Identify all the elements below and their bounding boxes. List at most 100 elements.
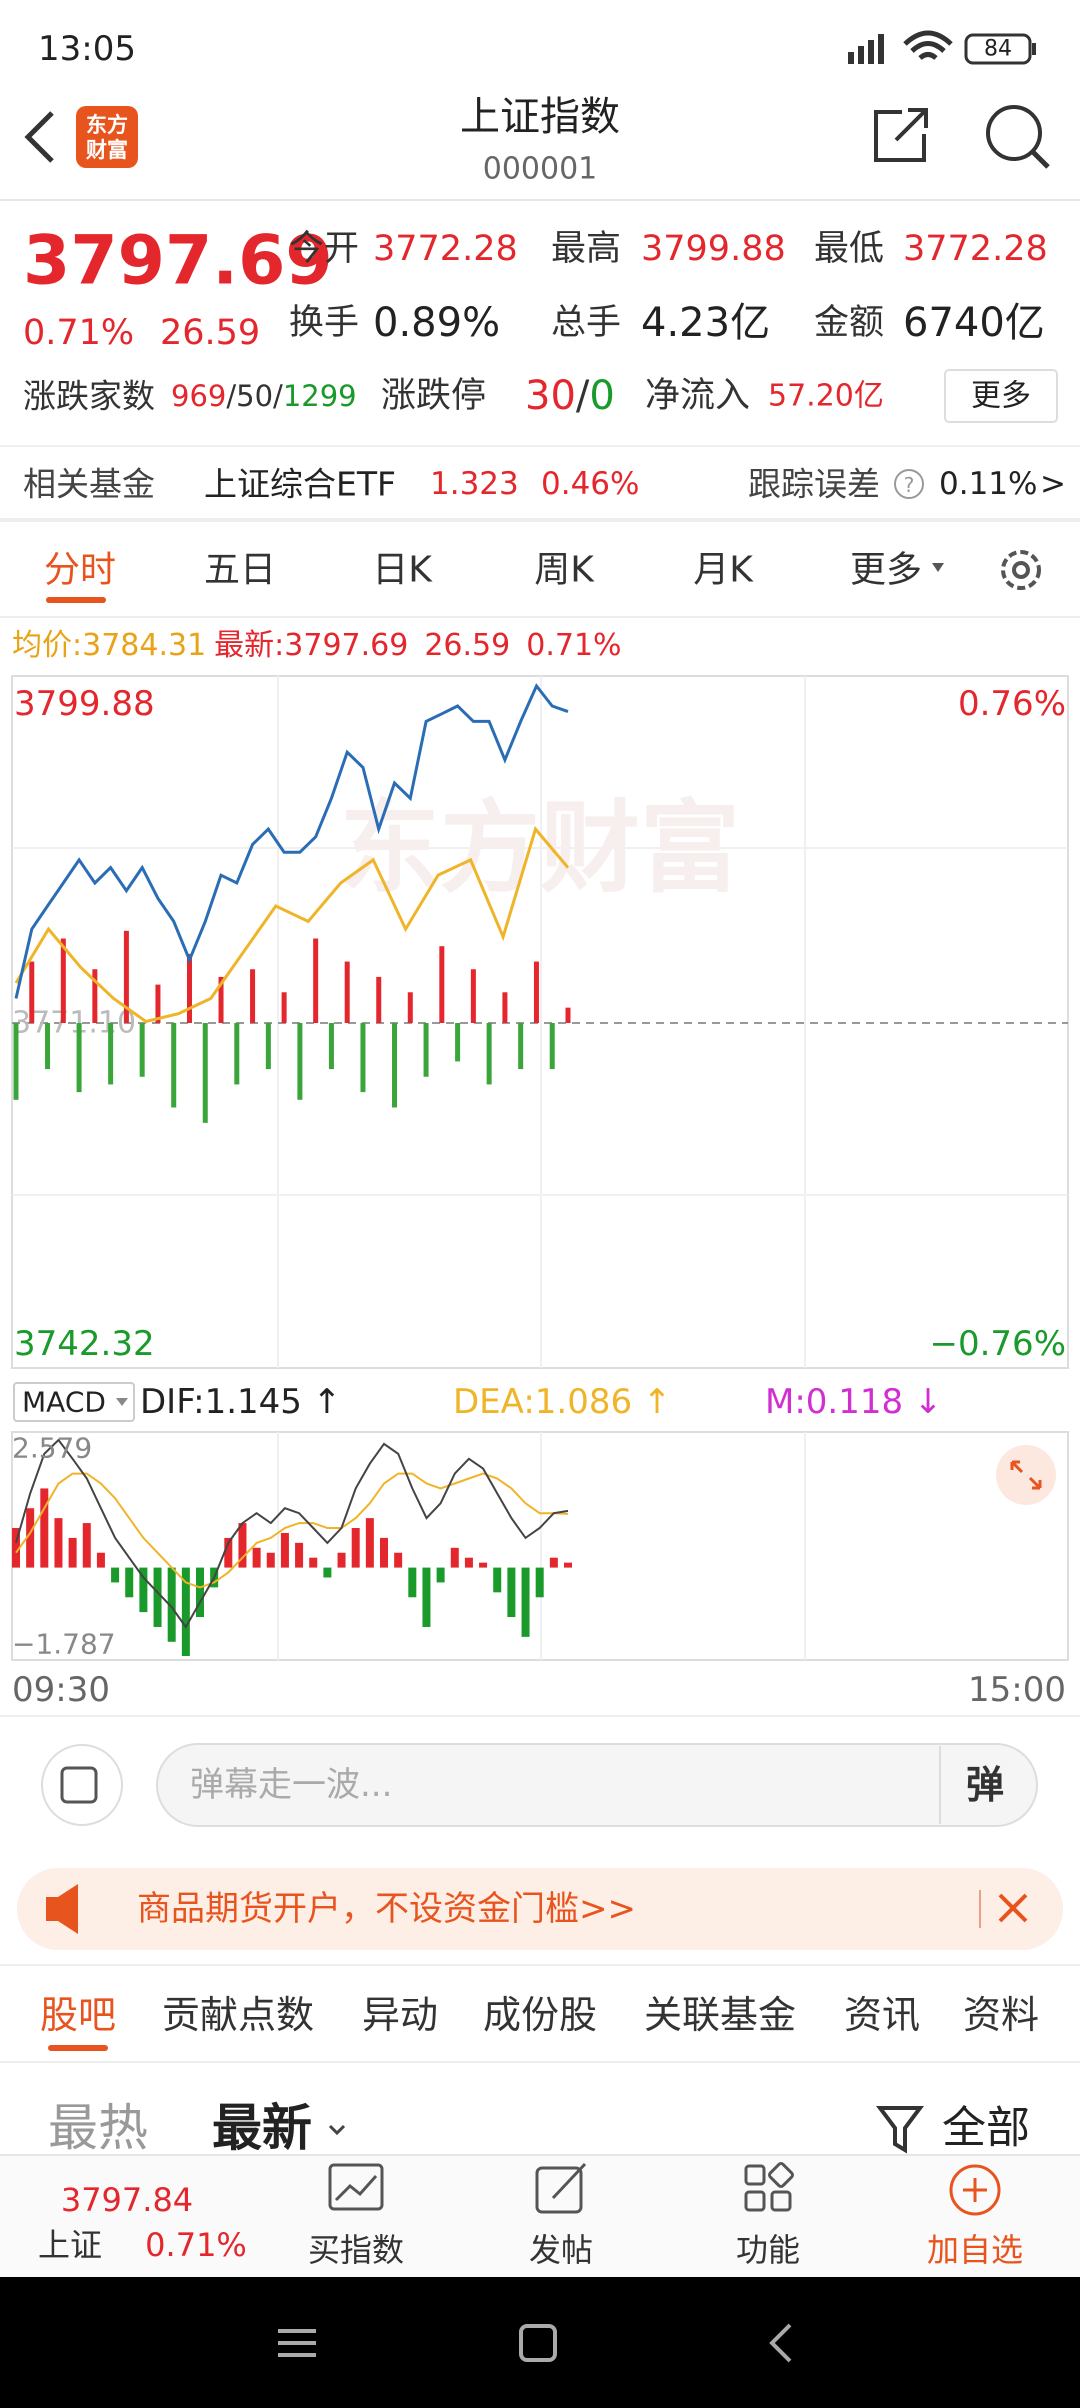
field-label: 换手 — [289, 303, 359, 343]
down-count: 1299 — [283, 379, 357, 413]
search-button[interactable] — [986, 105, 1050, 169]
macd-bar — [40, 1488, 49, 1568]
action-label[interactable]: 功能 — [736, 2231, 800, 2269]
watermark: 东方财富 — [340, 790, 740, 907]
chart-tab[interactable]: 更多 — [850, 550, 922, 591]
action-label[interactable]: 加自选 — [927, 2231, 1023, 2269]
limit-up: 30 — [525, 373, 576, 419]
chart-tab[interactable]: 五日 — [204, 550, 276, 591]
expand-button[interactable] — [996, 1445, 1056, 1505]
post-icon[interactable] — [535, 2166, 583, 2214]
dropdown-arrow[interactable] — [932, 563, 944, 572]
change: 26.59 — [160, 313, 260, 353]
buy-index-icon[interactable] — [328, 2163, 384, 2211]
arrow[interactable]: > — [1040, 466, 1066, 502]
field-value: 0.89% — [373, 300, 500, 346]
functions-icon[interactable] — [744, 2190, 766, 2212]
macd-bar — [181, 1567, 190, 1656]
section-tab[interactable]: 成份股 — [483, 1993, 597, 2037]
back-button[interactable] — [24, 111, 54, 163]
settings-button[interactable] — [1001, 550, 1041, 590]
functions-icon[interactable] — [744, 2164, 766, 2186]
action-label[interactable]: 买指数 — [308, 2231, 404, 2269]
expand-icon[interactable] — [1010, 1460, 1042, 1490]
flow-bar — [186, 953, 192, 1023]
menu-button[interactable] — [278, 2329, 316, 2357]
macd-bar — [96, 1552, 105, 1568]
macd-bar — [139, 1567, 148, 1613]
ticker-price: 3797.84 — [61, 2181, 193, 2219]
filter-icon[interactable] — [876, 2106, 924, 2154]
section-tab[interactable]: 贡献点数 — [162, 1993, 314, 2037]
dropdown-arrow[interactable] — [116, 1398, 128, 1406]
post-icon[interactable] — [551, 2162, 587, 2200]
add-watchlist-icon[interactable] — [963, 2178, 987, 2202]
stock-code: 000001 — [483, 152, 598, 187]
indicator-selector-label[interactable]: MACD — [22, 1386, 106, 1419]
gear-icon[interactable] — [1001, 550, 1041, 590]
home-button[interactable] — [519, 2324, 557, 2362]
avg-price: 3784.31 — [82, 628, 206, 663]
section-tab[interactable]: 关联基金 — [644, 1993, 796, 2037]
info-line: 均价:3784.31 最新:3797.69 26.59 0.71% — [12, 628, 622, 663]
filter-hot[interactable]: 最热 — [48, 2099, 148, 2157]
flow-bar — [92, 969, 98, 1023]
more-button[interactable] — [944, 369, 1058, 423]
section-tab[interactable]: 资讯 — [844, 1993, 920, 2037]
dif-line — [15, 1438, 569, 1629]
clock: 13:05 — [38, 29, 136, 69]
add-watchlist-icon[interactable] — [949, 2164, 1001, 2216]
buy-index-icon[interactable] — [334, 2175, 378, 2202]
gear-icon[interactable] — [1012, 561, 1030, 579]
comment-list-icon[interactable] — [60, 1766, 98, 1804]
danmaku-placeholder[interactable]: 弹幕走一波... — [190, 1765, 392, 1805]
section-tab[interactable]: 股吧 — [40, 1993, 116, 2037]
indicator-selector[interactable] — [13, 1382, 135, 1422]
section-tab[interactable]: 资料 — [963, 1993, 1039, 2037]
signal-icon — [848, 34, 884, 64]
chart-tab[interactable]: 分时 — [44, 550, 116, 591]
latest-label: 最新: — [214, 628, 284, 663]
help-icon[interactable] — [894, 469, 924, 499]
dropdown-arrow[interactable] — [328, 2124, 346, 2136]
section-tab[interactable]: 异动 — [362, 1993, 438, 2037]
more-button-label[interactable]: 更多 — [971, 379, 1031, 414]
flow-bar — [234, 1023, 240, 1085]
filter-latest[interactable]: 最新 — [212, 2099, 312, 2157]
field-label: 最高 — [551, 229, 621, 269]
ad-banner[interactable] — [17, 1868, 1063, 1950]
flow-bar — [549, 1023, 555, 1070]
fund-price: 1.323 — [430, 466, 519, 502]
chart-tab[interactable]: 日K — [372, 550, 433, 591]
macd-bar — [450, 1547, 459, 1568]
time-label: 15:00 — [968, 1670, 1066, 1710]
flow-bar — [60, 938, 66, 1023]
macd-bar — [167, 1567, 176, 1642]
danmaku-toggle[interactable]: 弹 — [966, 1763, 1004, 1807]
search-icon[interactable] — [986, 105, 1042, 161]
macd-bar — [196, 1567, 204, 1618]
chart-tab[interactable]: 周K — [534, 550, 595, 591]
functions-icon[interactable] — [770, 2190, 792, 2212]
help-mark[interactable]: ? — [904, 473, 915, 497]
banner-text[interactable]: 商品期货开户，不设资金门槛>> — [137, 1889, 636, 1929]
latest-change: 26.59 — [424, 628, 510, 663]
fund-name[interactable]: 上证综合ETF — [204, 465, 396, 504]
chart-tab[interactable]: 月K — [693, 550, 754, 591]
flow-bar — [376, 976, 382, 1023]
functions-icon[interactable] — [768, 2162, 794, 2188]
close-button[interactable] — [998, 1893, 1028, 1923]
share-button[interactable] — [874, 108, 928, 162]
functions-icon[interactable] — [744, 2162, 794, 2212]
average-line — [14, 826, 570, 1024]
filter-all[interactable]: 全部 — [942, 2103, 1030, 2154]
percent-tick-label: 0.76% — [958, 684, 1066, 724]
danmaku-input[interactable] — [156, 1743, 1038, 1827]
action-label[interactable]: 发帖 — [529, 2231, 593, 2269]
macd-bar — [380, 1537, 388, 1568]
comment-list-button[interactable] — [41, 1744, 123, 1826]
flow-bar — [281, 992, 287, 1023]
back-nav-button[interactable] — [769, 2323, 792, 2363]
macd-bar — [549, 1557, 558, 1568]
search-icon[interactable] — [1031, 150, 1050, 169]
